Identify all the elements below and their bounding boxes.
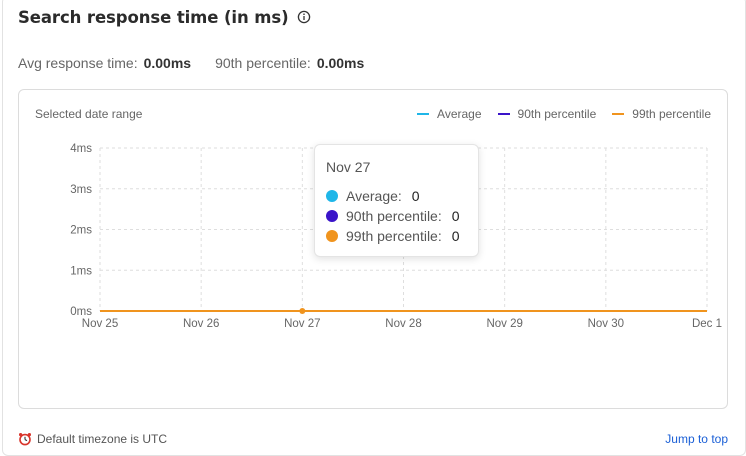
tooltip-dot-p99: [326, 230, 338, 242]
tooltip-value: 0: [451, 208, 460, 224]
tooltip-row-p99: 99th percentile: 0: [326, 228, 460, 244]
legend-item-p90[interactable]: 90th percentile: [497, 107, 597, 121]
y-tick-label: 3ms: [70, 184, 92, 196]
timezone-note: Default timezone is UTC: [18, 432, 167, 446]
x-tick-label: Dec 1: [692, 318, 722, 330]
tooltip-value: 0: [411, 188, 420, 204]
y-tick-label: 0ms: [70, 306, 92, 318]
x-tick-label: Nov 25: [82, 318, 118, 330]
jump-to-top-link[interactable]: Jump to top: [665, 432, 728, 446]
chart-card: Selected date range Average 90th percent…: [18, 89, 728, 409]
y-tick-label: 2ms: [70, 225, 92, 237]
tooltip-label: 90th percentile:: [346, 208, 442, 224]
y-tick-label: 1ms: [70, 265, 92, 277]
legend-swatch-average: [417, 113, 430, 115]
stats-row: Avg response time: 0.00ms 90th percentil…: [18, 55, 364, 71]
legend-swatch-p90: [497, 113, 510, 115]
panel-title: Search response time (in ms): [18, 7, 289, 27]
legend-swatch-p99: [612, 113, 625, 115]
avg-response-value: 0.00ms: [143, 55, 192, 71]
info-icon[interactable]: [297, 10, 311, 24]
x-tick-label: Nov 29: [486, 318, 522, 330]
x-tick-label: Nov 28: [385, 318, 421, 330]
line-chart[interactable]: 0ms 1ms 2ms 3ms 4ms Nov 25 Nov 26 Nov 27 Nov 28 N…: [19, 90, 727, 408]
x-tick-label: Nov 26: [183, 318, 219, 330]
alarm-clock-icon: [18, 432, 32, 446]
avg-response-label: Avg response time:: [18, 55, 138, 71]
hover-point: [299, 308, 306, 314]
legend-label: 90th percentile: [517, 107, 597, 121]
title-row: Search response time (in ms): [18, 6, 311, 28]
p90-label: 90th percentile:: [215, 55, 311, 71]
legend-item-average[interactable]: Average: [417, 107, 482, 121]
timezone-text: Default timezone is UTC: [37, 432, 168, 446]
tooltip-value: 0: [451, 228, 460, 244]
tooltip-row-p90: 90th percentile: 0: [326, 208, 460, 224]
legend-label: Average: [437, 107, 482, 121]
tooltip-label: Average:: [346, 188, 402, 204]
tooltip-title: Nov 27: [326, 159, 371, 175]
tooltip-dot-p90: [326, 210, 338, 222]
legend-item-p99[interactable]: 99th percentile: [612, 107, 711, 121]
chart-tooltip: Nov 27 Average: 0 90th percentile: 0 99t…: [314, 144, 479, 257]
tooltip-dot-average: [326, 190, 338, 202]
date-range-label: Selected date range: [35, 107, 143, 121]
tooltip-label: 99th percentile:: [346, 228, 442, 244]
chart-legend: Average 90th percentile 99th percentile: [401, 107, 711, 121]
y-tick-label: 4ms: [70, 143, 92, 155]
tooltip-row-average: Average: 0: [326, 188, 420, 204]
x-tick-label: Nov 27: [284, 318, 320, 330]
x-tick-label: Nov 30: [588, 318, 624, 330]
legend-label: 99th percentile: [632, 107, 711, 121]
p90-value: 0.00ms: [316, 55, 365, 71]
